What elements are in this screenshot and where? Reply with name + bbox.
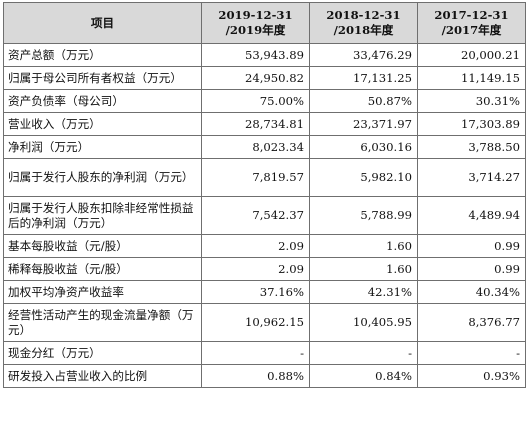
cell-2018: 1.60 [309, 234, 418, 258]
header-2019-date: 2019-12-31 [218, 8, 293, 22]
financial-summary-table: 项目 2019-12-31 /2019年度 2018-12-31 /2018年度… [3, 2, 526, 388]
table-row: 加权平均净资产收益率 37.16% 42.31% 40.34% [3, 280, 526, 304]
cell-2018: 5,982.10 [309, 158, 418, 197]
header-item: 项目 [3, 2, 202, 44]
row-label: 营业收入（万元） [3, 112, 202, 136]
table-row: 净利润（万元） 8,023.34 6,030.16 3,788.50 [3, 135, 526, 159]
row-label: 加权平均净资产收益率 [3, 280, 202, 304]
cell-2017: 4,489.94 [417, 196, 526, 235]
cell-2017: 0.99 [417, 257, 526, 281]
cell-2017: 30.31% [417, 89, 526, 113]
cell-2019: 0.88% [201, 364, 310, 388]
cell-2018: 50.87% [309, 89, 418, 113]
cell-2019: 24,950.82 [201, 66, 310, 90]
table-header: 项目 2019-12-31 /2019年度 2018-12-31 /2018年度… [3, 2, 526, 44]
cell-2018: - [309, 341, 418, 365]
cell-2019: 10,962.15 [201, 303, 310, 342]
row-label: 经营性活动产生的现金流量净额（万元） [3, 303, 202, 342]
cell-2017: 20,000.21 [417, 43, 526, 67]
cell-2018: 0.84% [309, 364, 418, 388]
cell-2019: 37.16% [201, 280, 310, 304]
cell-2018: 10,405.95 [309, 303, 418, 342]
cell-2017: - [417, 341, 526, 365]
financial-summary-wrapper: 项目 2019-12-31 /2019年度 2018-12-31 /2018年度… [3, 2, 526, 388]
cell-2019: - [201, 341, 310, 365]
cell-2017: 11,149.15 [417, 66, 526, 90]
table-row: 归属于母公司所有者权益（万元） 24,950.82 17,131.25 11,1… [3, 66, 526, 90]
row-label: 基本每股收益（元/股） [3, 234, 202, 258]
cell-2018: 42.31% [309, 280, 418, 304]
row-label: 归属于母公司所有者权益（万元） [3, 66, 202, 90]
cell-2017: 3,788.50 [417, 135, 526, 159]
cell-2019: 7,819.57 [201, 158, 310, 197]
row-label: 资产总额（万元） [3, 43, 202, 67]
header-2017: 2017-12-31 /2017年度 [417, 2, 526, 44]
cell-2017: 0.99 [417, 234, 526, 258]
row-label: 现金分红（万元） [3, 341, 202, 365]
table-row: 营业收入（万元） 28,734.81 23,371.97 17,303.89 [3, 112, 526, 136]
table-row: 现金分红（万元） - - - [3, 341, 526, 365]
cell-2017: 3,714.27 [417, 158, 526, 197]
cell-2019: 75.00% [201, 89, 310, 113]
header-2018-date: 2018-12-31 [326, 8, 401, 22]
header-2017-year: /2017年度 [441, 23, 502, 37]
cell-2019: 2.09 [201, 257, 310, 281]
cell-2018: 23,371.97 [309, 112, 418, 136]
cell-2017: 17,303.89 [417, 112, 526, 136]
table-row: 研发投入占营业收入的比例 0.88% 0.84% 0.93% [3, 364, 526, 388]
row-label: 稀释每股收益（元/股） [3, 257, 202, 281]
table-row: 基本每股收益（元/股） 2.09 1.60 0.99 [3, 234, 526, 258]
cell-2019: 7,542.37 [201, 196, 310, 235]
cell-2017: 8,376.77 [417, 303, 526, 342]
row-label: 归属于发行人股东的净利润（万元） [3, 158, 202, 197]
table-row: 经营性活动产生的现金流量净额（万元） 10,962.15 10,405.95 8… [3, 303, 526, 342]
table-row: 稀释每股收益（元/股） 2.09 1.60 0.99 [3, 257, 526, 281]
row-label: 净利润（万元） [3, 135, 202, 159]
cell-2019: 2.09 [201, 234, 310, 258]
cell-2018: 33,476.29 [309, 43, 418, 67]
cell-2019: 53,943.89 [201, 43, 310, 67]
cell-2017: 0.93% [417, 364, 526, 388]
header-2019: 2019-12-31 /2019年度 [201, 2, 310, 44]
row-label: 研发投入占营业收入的比例 [3, 364, 202, 388]
row-label: 归属于发行人股东扣除非经常性损益后的净利润（万元） [3, 196, 202, 235]
header-2017-date: 2017-12-31 [434, 8, 509, 22]
cell-2019: 8,023.34 [201, 135, 310, 159]
table-row: 归属于发行人股东的净利润（万元） 7,819.57 5,982.10 3,714… [3, 158, 526, 197]
header-2018-year: /2018年度 [333, 23, 394, 37]
cell-2018: 6,030.16 [309, 135, 418, 159]
row-label: 资产负债率（母公司） [3, 89, 202, 113]
header-row: 项目 2019-12-31 /2019年度 2018-12-31 /2018年度… [3, 2, 526, 44]
cell-2018: 5,788.99 [309, 196, 418, 235]
table-body: 资产总额（万元） 53,943.89 33,476.29 20,000.21 归… [3, 43, 526, 388]
header-2018: 2018-12-31 /2018年度 [309, 2, 418, 44]
cell-2018: 1.60 [309, 257, 418, 281]
cell-2018: 17,131.25 [309, 66, 418, 90]
cell-2019: 28,734.81 [201, 112, 310, 136]
table-row: 资产总额（万元） 53,943.89 33,476.29 20,000.21 [3, 43, 526, 67]
table-row: 归属于发行人股东扣除非经常性损益后的净利润（万元） 7,542.37 5,788… [3, 196, 526, 235]
cell-2017: 40.34% [417, 280, 526, 304]
header-2019-year: /2019年度 [225, 23, 286, 37]
table-row: 资产负债率（母公司） 75.00% 50.87% 30.31% [3, 89, 526, 113]
